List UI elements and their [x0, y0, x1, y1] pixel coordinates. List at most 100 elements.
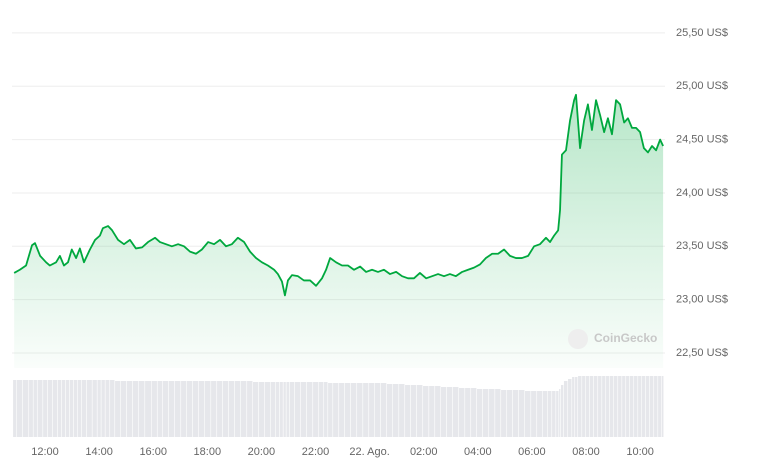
volume-bar	[279, 382, 283, 437]
volume-bar	[568, 379, 572, 437]
volume-bar	[531, 391, 537, 437]
volume-bar	[344, 383, 351, 437]
x-tick-label: 08:00	[572, 446, 600, 458]
volume-bar	[47, 380, 53, 437]
volume-bar	[339, 383, 345, 437]
volume-bar	[101, 380, 105, 437]
volume-bar	[157, 381, 163, 437]
volume-bar	[598, 376, 602, 437]
volume-bar	[151, 381, 157, 437]
volume-bar	[512, 390, 519, 437]
volume-bar	[575, 377, 578, 437]
volume-bar	[253, 382, 259, 437]
volume-bar	[86, 380, 92, 437]
volume-bar	[43, 380, 48, 437]
volume-bar	[654, 376, 658, 437]
volume-bar	[482, 389, 489, 437]
volume-bar	[357, 383, 363, 437]
volume-bar	[121, 381, 127, 437]
volume-bar	[386, 384, 393, 437]
volume-bar	[495, 389, 501, 437]
x-tick-label: 16:00	[139, 446, 167, 458]
volume-bar	[629, 376, 634, 437]
volume-bar	[559, 389, 561, 437]
volume-bar	[548, 391, 552, 437]
x-tick-label: 22:00	[302, 446, 330, 458]
y-tick-label: 24,50 US$	[676, 134, 728, 146]
x-tick-label: 04:00	[464, 446, 492, 458]
volume-bar	[586, 376, 590, 437]
y-tick-label: 23,00 US$	[676, 294, 728, 306]
volume-bar	[638, 376, 642, 437]
volume-bar	[563, 381, 568, 437]
x-tick-label: 20:00	[248, 446, 276, 458]
volume-bar	[187, 381, 193, 437]
volume-bar	[52, 380, 58, 437]
volume-bar	[328, 383, 333, 437]
volume-bar	[618, 376, 622, 437]
volume-bar	[13, 380, 17, 437]
watermark-text: CoinGecko	[594, 331, 657, 345]
volume-bar	[97, 380, 101, 437]
y-tick-label: 22,50 US$	[676, 347, 728, 359]
volume-bar	[205, 381, 211, 437]
volume-bar	[572, 377, 575, 437]
volume-bar	[211, 381, 217, 437]
volume-bar	[324, 382, 328, 437]
volume-bar	[658, 376, 662, 437]
volume-bar	[446, 387, 453, 437]
price-line	[13, 93, 664, 297]
volume-bar	[132, 381, 139, 437]
volume-bar	[289, 382, 295, 437]
volume-bar	[258, 382, 265, 437]
volume-bar	[300, 382, 307, 437]
volume-bar	[661, 376, 664, 437]
volume-bar	[350, 383, 357, 437]
volume-bar	[435, 386, 441, 437]
volume-bar	[606, 376, 610, 437]
volume-bar	[622, 376, 626, 437]
x-tick-label: 02:00	[410, 446, 438, 458]
volume-bar	[410, 385, 417, 437]
volume-bar	[452, 387, 459, 437]
volume-bar	[476, 389, 483, 437]
volume-bar	[518, 390, 525, 437]
volume-bar	[283, 382, 286, 437]
volume-bar	[333, 383, 339, 437]
volume-bar	[29, 380, 33, 437]
volume-bar	[543, 391, 548, 437]
volume-bar	[228, 381, 235, 437]
volume-bar	[593, 376, 598, 437]
volume-bar	[609, 376, 614, 437]
volume-bar	[642, 376, 646, 437]
volume-bar	[645, 376, 650, 437]
volume-bar	[81, 380, 87, 437]
volume-bar	[198, 381, 205, 437]
volume-bar	[489, 389, 495, 437]
volume-bar	[181, 381, 187, 437]
y-tick-label: 25,00 US$	[676, 80, 728, 92]
volume-bar	[471, 388, 477, 437]
volume-bar	[626, 376, 630, 437]
volume-bar	[69, 380, 74, 437]
volume-bar	[37, 380, 43, 437]
volume-bar	[57, 380, 62, 437]
volume-bar	[375, 383, 381, 437]
volume-bar	[578, 376, 582, 437]
volume-bar	[369, 383, 375, 437]
volume-bar	[17, 380, 23, 437]
area	[14, 94, 664, 368]
volume-bar	[441, 387, 447, 437]
volume-bar	[525, 391, 531, 437]
volume-bar	[363, 383, 369, 437]
volume-bar	[423, 386, 429, 437]
volume-bar	[501, 390, 507, 437]
volume-bar	[271, 382, 276, 437]
x-tick-label: 10:00	[626, 446, 654, 458]
volume-bar	[416, 385, 423, 437]
volume-bar	[174, 381, 181, 437]
volume-bar	[276, 382, 280, 437]
volume-bar	[73, 380, 78, 437]
volume-bar	[589, 376, 594, 437]
